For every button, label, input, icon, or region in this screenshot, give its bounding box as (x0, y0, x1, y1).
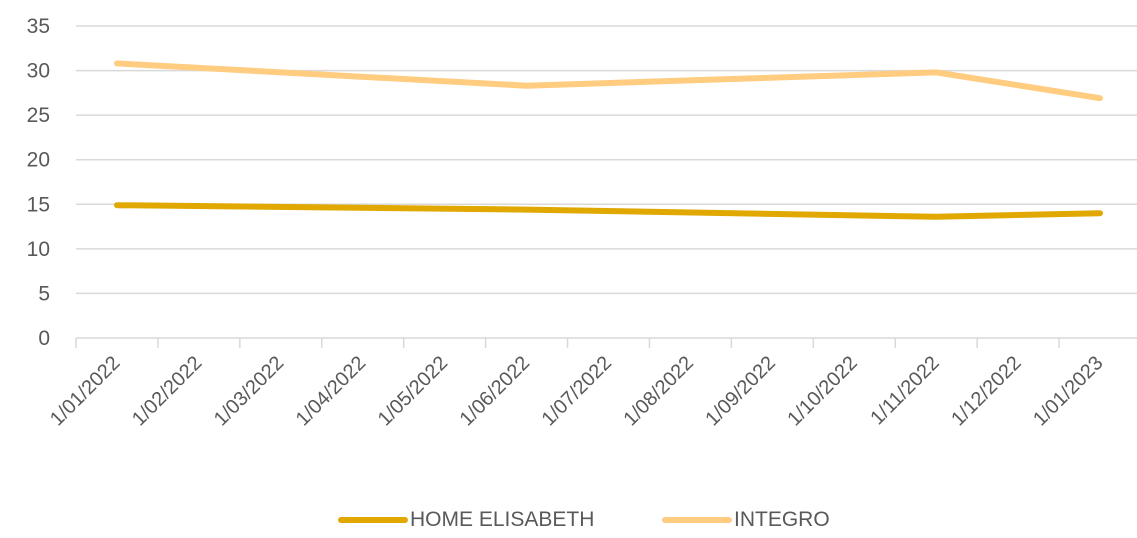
y-tick-label: 10 (27, 238, 50, 261)
y-tick-label: 15 (27, 193, 50, 216)
series-line-home-elisabeth (114, 202, 1103, 220)
y-tick-label: 0 (38, 327, 50, 350)
x-tick-label: 1/03/2022 (210, 352, 288, 430)
legend-item-integro: INTEGRO (662, 508, 830, 532)
x-tick-label: 1/04/2022 (292, 352, 370, 430)
series-lines (114, 60, 1103, 220)
x-tick-label: 1/02/2022 (128, 352, 206, 430)
x-tick-label: 1/10/2022 (783, 352, 861, 430)
y-tick-label: 30 (27, 60, 50, 83)
series-line-integro (114, 60, 1103, 102)
y-tick-label: 5 (38, 282, 50, 305)
legend-label-integro: INTEGRO (734, 508, 830, 531)
x-tick-label: 1/08/2022 (619, 352, 697, 430)
legend-item-home-elisabeth: HOME ELISABETH (338, 508, 594, 532)
x-tick-label: 1/06/2022 (456, 352, 534, 430)
x-axis: 1/01/2022 1/02/2022 1/03/2022 1/04/2022 1/05… (46, 337, 1137, 430)
legend-swatch-integro (662, 517, 732, 523)
x-tick-label: 1/11/2022 (866, 352, 943, 429)
gridlines (76, 25, 1137, 295)
y-tick-label: 25 (27, 104, 50, 127)
legend-swatch-home-elisabeth (338, 517, 408, 523)
legend-label-home-elisabeth: HOME ELISABETH (410, 508, 595, 531)
legend: HOME ELISABETH INTEGRO (0, 508, 1137, 538)
y-axis: 0 5 10 15 20 25 30 35 (27, 15, 50, 350)
x-tick-label: 1/01/2023 (1029, 352, 1107, 430)
x-tick-label: 1/05/2022 (374, 352, 452, 430)
line-chart: 0 5 10 15 20 25 30 35 1/01/2022 1/02/2022 1/03/20… (27, 15, 1137, 430)
y-tick-label: 20 (27, 149, 50, 172)
x-tick-label: 1/07/2022 (538, 352, 616, 430)
x-tick-label: 1/01/2022 (46, 352, 124, 430)
x-tick-label: 1/12/2022 (947, 352, 1025, 430)
y-tick-label: 35 (27, 15, 50, 38)
x-tick-label: 1/09/2022 (701, 352, 779, 430)
